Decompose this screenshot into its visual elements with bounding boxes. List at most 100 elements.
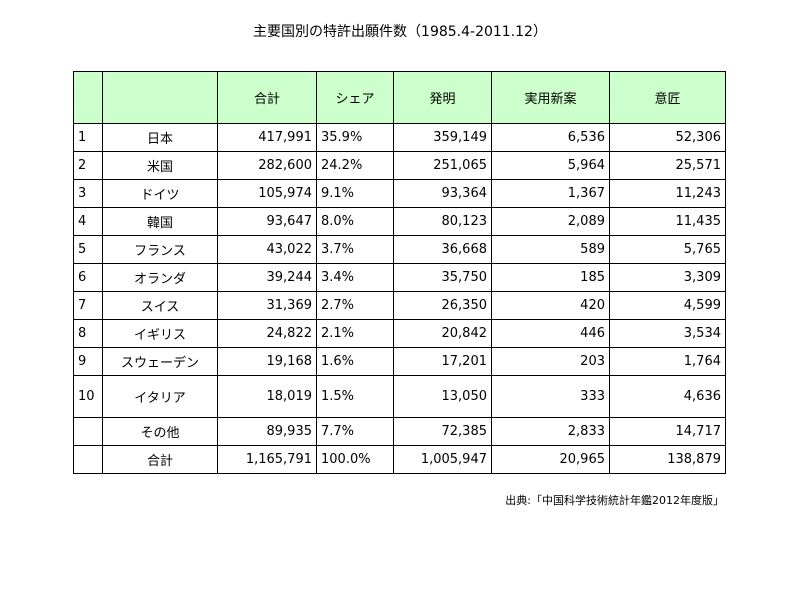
invention-cell: 251,065 [393,151,492,180]
invention-cell: 93,364 [393,179,492,208]
design-cell: 3,534 [609,319,726,348]
table-row: その他 89,935 7.7% 72,385 2,833 14,717 [73,417,726,446]
country-cell: その他 [102,417,218,446]
rank-cell: 8 [73,319,103,348]
country-cell: 合計 [102,445,218,474]
share-cell: 1.6% [316,347,394,376]
header-invention: 発明 [393,71,492,124]
design-cell: 11,243 [609,179,726,208]
share-cell: 1.5% [316,375,394,418]
source-note: 出典:「中国科学技術統計年鑑2012年度版」 [505,494,724,507]
design-cell: 11,435 [609,207,726,236]
table-row: 3 ドイツ 105,974 9.1% 93,364 1,367 11,243 [73,179,726,208]
header-total: 合計 [217,71,317,124]
utility-cell: 185 [491,263,610,292]
table-row: 9 スウェーデン 19,168 1.6% 17,201 203 1,764 [73,347,726,376]
share-cell: 2.7% [316,291,394,320]
header-share: シェア [316,71,394,124]
table-body: 1 日本 417,991 35.9% 359,149 6,536 52,306 2 米国 282,… [73,123,726,474]
header-rank [73,71,103,124]
share-cell: 100.0% [316,445,394,474]
table-row: 10 イタリア 18,019 1.5% 13,050 333 4,636 [73,375,726,418]
utility-cell: 2,089 [491,207,610,236]
utility-cell: 5,964 [491,151,610,180]
table-row: 7 スイス 31,369 2.7% 26,350 420 4,599 [73,291,726,320]
rank-cell: 9 [73,347,103,376]
header-design: 意匠 [609,71,726,124]
invention-cell: 17,201 [393,347,492,376]
design-cell: 52,306 [609,123,726,152]
table-row: 2 米国 282,600 24.2% 251,065 5,964 25,571 [73,151,726,180]
total-cell: 31,369 [217,291,317,320]
invention-cell: 13,050 [393,375,492,418]
share-cell: 8.0% [316,207,394,236]
utility-cell: 2,833 [491,417,610,446]
rank-cell [73,445,103,474]
invention-cell: 26,350 [393,291,492,320]
invention-cell: 20,842 [393,319,492,348]
country-cell: イギリス [102,319,218,348]
total-cell: 105,974 [217,179,317,208]
design-cell: 3,309 [609,263,726,292]
share-cell: 24.2% [316,151,394,180]
patent-table: 合計 シェア 発明 実用新案 意匠 1 日本 417,991 35.9% 359,149… [73,71,726,474]
invention-cell: 36,668 [393,235,492,264]
total-cell: 19,168 [217,347,317,376]
share-cell: 35.9% [316,123,394,152]
invention-cell: 359,149 [393,123,492,152]
page-title: 主要国別の特許出願件数（1985.4-2011.12） [253,24,547,40]
table-row: 4 韓国 93,647 8.0% 80,123 2,089 11,435 [73,207,726,236]
share-cell: 7.7% [316,417,394,446]
country-cell: 日本 [102,123,218,152]
table-row: 1 日本 417,991 35.9% 359,149 6,536 52,306 [73,123,726,152]
header-utility: 実用新案 [491,71,610,124]
total-cell: 43,022 [217,235,317,264]
design-cell: 14,717 [609,417,726,446]
share-cell: 2.1% [316,319,394,348]
invention-cell: 80,123 [393,207,492,236]
utility-cell: 589 [491,235,610,264]
utility-cell: 6,536 [491,123,610,152]
design-cell: 138,879 [609,445,726,474]
country-cell: フランス [102,235,218,264]
design-cell: 1,764 [609,347,726,376]
design-cell: 4,636 [609,375,726,418]
utility-cell: 203 [491,347,610,376]
rank-cell: 3 [73,179,103,208]
header-row: 合計 シェア 発明 実用新案 意匠 [73,71,726,124]
utility-cell: 1,367 [491,179,610,208]
table-row: 8 イギリス 24,822 2.1% 20,842 446 3,534 [73,319,726,348]
table-row: 5 フランス 43,022 3.7% 36,668 589 5,765 [73,235,726,264]
country-cell: スウェーデン [102,347,218,376]
utility-cell: 333 [491,375,610,418]
rank-cell: 7 [73,291,103,320]
total-cell: 24,822 [217,319,317,348]
country-cell: スイス [102,291,218,320]
design-cell: 5,765 [609,235,726,264]
share-cell: 9.1% [316,179,394,208]
design-cell: 25,571 [609,151,726,180]
total-cell: 18,019 [217,375,317,418]
total-cell: 39,244 [217,263,317,292]
total-cell: 1,165,791 [217,445,317,474]
rank-cell: 5 [73,235,103,264]
country-cell: イタリア [102,375,218,418]
country-cell: 韓国 [102,207,218,236]
total-cell: 93,647 [217,207,317,236]
utility-cell: 420 [491,291,610,320]
share-cell: 3.7% [316,235,394,264]
share-cell: 3.4% [316,263,394,292]
header-country [102,71,218,124]
utility-cell: 20,965 [491,445,610,474]
table-row: 6 オランダ 39,244 3.4% 35,750 185 3,309 [73,263,726,292]
table-row: 合計 1,165,791 100.0% 1,005,947 20,965 138,879 [73,445,726,474]
invention-cell: 35,750 [393,263,492,292]
rank-cell: 6 [73,263,103,292]
rank-cell: 10 [73,375,103,418]
rank-cell: 2 [73,151,103,180]
utility-cell: 446 [491,319,610,348]
design-cell: 4,599 [609,291,726,320]
total-cell: 417,991 [217,123,317,152]
invention-cell: 72,385 [393,417,492,446]
country-cell: ドイツ [102,179,218,208]
